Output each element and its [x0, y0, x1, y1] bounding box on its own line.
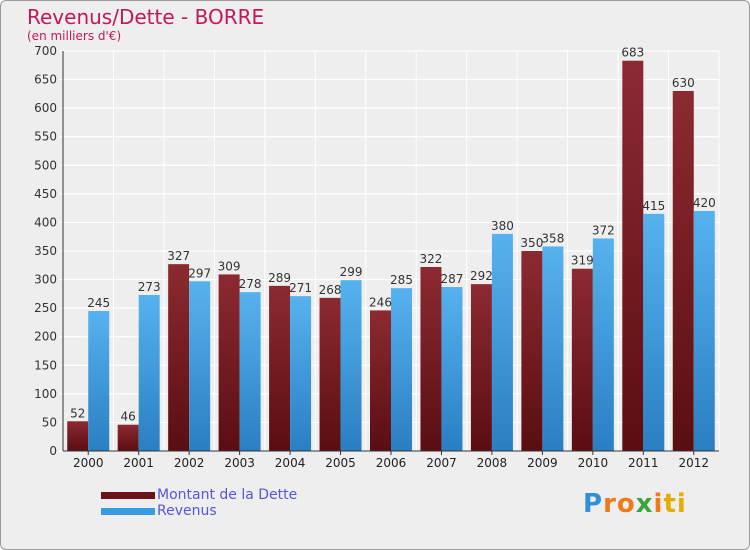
- bar-revenue: [88, 311, 110, 451]
- bar-debt: [672, 91, 694, 451]
- y-tick-label: 550: [34, 130, 57, 144]
- data-label-debt: 309: [218, 259, 241, 273]
- y-tick-label: 450: [34, 187, 57, 201]
- x-tick-label: 2004: [275, 456, 306, 470]
- bar-revenue: [592, 238, 614, 451]
- x-tick-label: 2008: [477, 456, 508, 470]
- logo-letter: i: [653, 489, 664, 519]
- y-tick-label: 300: [34, 273, 57, 287]
- bar-debt: [420, 267, 442, 451]
- logo-letter: x: [635, 489, 654, 519]
- x-tick-label: 2002: [174, 456, 205, 470]
- x-tick-label: 2001: [123, 456, 154, 470]
- legend: Montant de la Dette Revenus: [101, 487, 297, 519]
- x-tick-label: 2000: [73, 456, 104, 470]
- data-label-revenue: 420: [693, 196, 716, 210]
- data-label-revenue: 380: [491, 219, 514, 233]
- y-tick-label: 650: [34, 73, 57, 87]
- bar-debt: [319, 297, 341, 451]
- bar-debt: [622, 60, 644, 451]
- chart-subtitle: (en milliers d'€): [27, 29, 122, 43]
- proxiti-logo: Proxiti: [583, 489, 687, 519]
- data-label-debt: 630: [672, 76, 695, 90]
- bar-revenue: [138, 295, 160, 451]
- data-label-revenue: 285: [390, 273, 413, 287]
- x-tick-label: 2010: [578, 456, 609, 470]
- data-label-debt: 350: [520, 236, 543, 250]
- bar-debt: [370, 310, 391, 451]
- bar-debt: [269, 285, 291, 451]
- bar-debt: [470, 284, 492, 451]
- bar-revenue: [340, 280, 362, 451]
- logo-letter: t: [663, 489, 677, 519]
- data-label-debt: 327: [167, 249, 190, 263]
- y-tick-label: 0: [49, 444, 57, 458]
- logo-letter: i: [676, 489, 687, 519]
- y-tick-label: 700: [34, 44, 57, 58]
- x-tick-label: 2003: [224, 456, 255, 470]
- legend-item-debt: Montant de la Dette: [101, 487, 297, 503]
- legend-label-debt: Montant de la Dette: [157, 487, 298, 503]
- data-label-revenue: 297: [188, 266, 211, 280]
- x-tick-label: 2006: [376, 456, 407, 470]
- y-tick-label: 600: [34, 101, 57, 115]
- y-tick-label: 100: [34, 387, 57, 401]
- y-tick-label: 150: [34, 358, 57, 372]
- data-label-revenue: 273: [138, 280, 161, 294]
- bar-revenue: [643, 213, 665, 451]
- logo-letter: P: [583, 489, 604, 519]
- bar-revenue: [290, 296, 312, 451]
- data-label-revenue: 372: [592, 223, 615, 237]
- y-tick-label: 400: [34, 215, 57, 229]
- x-tick-label: 2007: [426, 456, 457, 470]
- data-label-debt: 319: [571, 254, 594, 268]
- legend-swatch-revenue: [101, 507, 155, 515]
- x-tick-label: 2009: [527, 456, 558, 470]
- data-label-revenue: 299: [340, 265, 363, 279]
- chart-title: Revenus/Dette - BORRE: [27, 5, 265, 29]
- data-label-revenue: 358: [541, 231, 564, 245]
- data-label-revenue: 271: [289, 281, 312, 295]
- bar-debt: [218, 274, 240, 451]
- data-label-debt: 322: [420, 252, 443, 266]
- bar-debt: [521, 251, 543, 451]
- logo-letter: r: [603, 489, 617, 519]
- bar-revenue: [441, 287, 463, 451]
- data-label-revenue: 415: [642, 199, 665, 213]
- bar-revenue: [542, 246, 564, 451]
- data-label-debt: 268: [319, 283, 342, 297]
- bar-debt: [571, 268, 593, 451]
- y-tick-label: 250: [34, 301, 57, 315]
- y-tick-label: 350: [34, 244, 57, 258]
- y-tick-label: 500: [34, 158, 57, 172]
- legend-item-revenue: Revenus: [101, 503, 297, 519]
- data-label-debt: 289: [268, 271, 291, 285]
- y-tick-label: 50: [42, 415, 57, 429]
- bar-revenue: [189, 281, 211, 451]
- bar-revenue: [239, 292, 261, 451]
- legend-swatch-debt: [101, 491, 155, 499]
- data-label-debt: 52: [70, 406, 85, 420]
- data-label-revenue: 245: [87, 296, 110, 310]
- data-label-debt: 46: [121, 410, 136, 424]
- bar-revenue: [693, 211, 715, 451]
- bar-debt: [117, 424, 139, 451]
- data-label-debt: 292: [470, 269, 493, 283]
- bar-revenue: [391, 288, 412, 451]
- x-tick-label: 2012: [678, 456, 709, 470]
- logo-letter: o: [616, 489, 636, 519]
- x-tick-label: 2011: [628, 456, 659, 470]
- data-label-revenue: 278: [239, 277, 262, 291]
- data-label-debt: 246: [369, 295, 392, 309]
- legend-label-revenue: Revenus: [157, 503, 217, 519]
- data-label-revenue: 287: [441, 272, 464, 286]
- y-tick-label: 200: [34, 330, 57, 344]
- bar-debt: [168, 264, 190, 451]
- bar-revenue: [491, 233, 513, 451]
- data-label-debt: 683: [621, 46, 644, 60]
- x-tick-label: 2005: [325, 456, 356, 470]
- bar-debt: [67, 421, 89, 451]
